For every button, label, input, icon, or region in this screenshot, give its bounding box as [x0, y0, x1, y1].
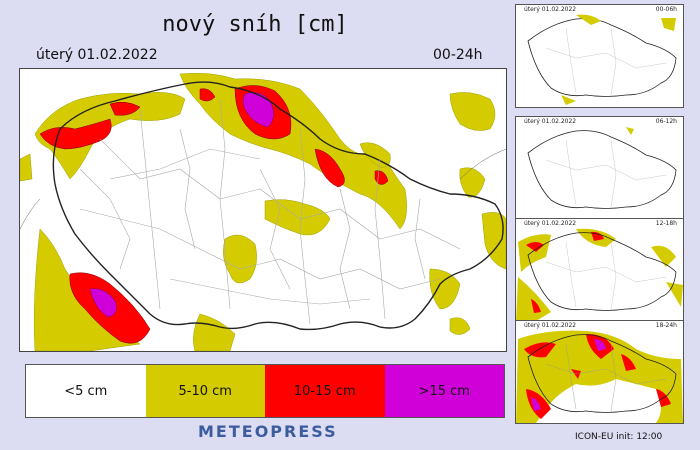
legend-label: 10-15 cm [293, 383, 356, 399]
legend-item-over-15: >15 cm [384, 365, 504, 417]
snow-heavy-northeast [314, 148, 345, 188]
thumb-map-svg [516, 228, 683, 321]
snow-extreme-north [242, 92, 274, 128]
snow-area-northwest [34, 92, 186, 180]
brand-logo: METEOPRESS [198, 422, 338, 441]
snow-heavy-northwest [39, 118, 112, 150]
map-title: nový sníh [cm] [162, 12, 348, 37]
thumb-date: úterý 01.02.2022 [524, 6, 577, 13]
main-snow-map [19, 68, 507, 352]
legend-label: 5-10 cm [178, 383, 232, 399]
snow-area-east [449, 92, 496, 131]
thumb-range: 12-18h [655, 220, 677, 227]
thumb-range: 06-12h [655, 118, 677, 125]
thumbnail-06-12: úterý 01.02.2022 06-12h [515, 116, 684, 220]
map-date: úterý 01.02.2022 [36, 47, 158, 63]
thumbnail-18-24: úterý 01.02.2022 18-24h [515, 320, 684, 424]
thumb-range: 00-06h [655, 6, 677, 13]
district-borders [79, 98, 461, 325]
thumb-map-svg [516, 330, 683, 423]
map-time-range: 00-24h [433, 47, 483, 63]
snow-area-central-left [223, 234, 257, 284]
thumb-map-svg [527, 127, 677, 209]
model-name: ICON-EU [575, 432, 614, 442]
snow-area-southeast [429, 268, 461, 310]
legend: <5 cm 5-10 cm 10-15 cm >15 cm [25, 364, 505, 418]
init-label: init: [616, 432, 634, 442]
thumb-range: 18-24h [655, 322, 677, 329]
snow-area-north [179, 72, 407, 230]
snow-15-plus-areas [89, 92, 274, 318]
thumb-date: úterý 01.02.2022 [524, 220, 577, 227]
snow-area-far-west [20, 153, 33, 182]
snow-extreme-southwest [89, 288, 117, 318]
snow-heavy-north-2 [199, 88, 216, 102]
legend-item-5-10: 5-10 cm [145, 365, 265, 417]
legend-label: <5 cm [64, 383, 108, 399]
legend-label: >15 cm [418, 383, 470, 399]
snow-5-10-areas [20, 72, 506, 351]
snow-area-far-east [481, 212, 506, 270]
init-time: 12:00 [636, 432, 663, 442]
thumbnail-00-06: úterý 01.02.2022 00-06h [515, 4, 684, 108]
thumb-date: úterý 01.02.2022 [524, 322, 577, 329]
thumb-map-svg [527, 14, 677, 105]
country-border [52, 81, 504, 331]
model-info: ICON-EU init: 12:00 [575, 432, 662, 442]
legend-item-under-5: <5 cm [26, 365, 146, 417]
legend-item-10-15: 10-15 cm [265, 365, 385, 417]
thumb-date: úterý 01.02.2022 [524, 118, 577, 125]
snow-area-south [193, 313, 236, 351]
main-map-svg [20, 72, 506, 351]
neighbor-borders [20, 148, 506, 230]
snow-area-east-2 [459, 167, 486, 198]
snow-heavy-top [109, 101, 141, 116]
snow-area-se-islet [449, 317, 471, 335]
thumbnail-12-18: úterý 01.02.2022 12-18h [515, 218, 684, 322]
